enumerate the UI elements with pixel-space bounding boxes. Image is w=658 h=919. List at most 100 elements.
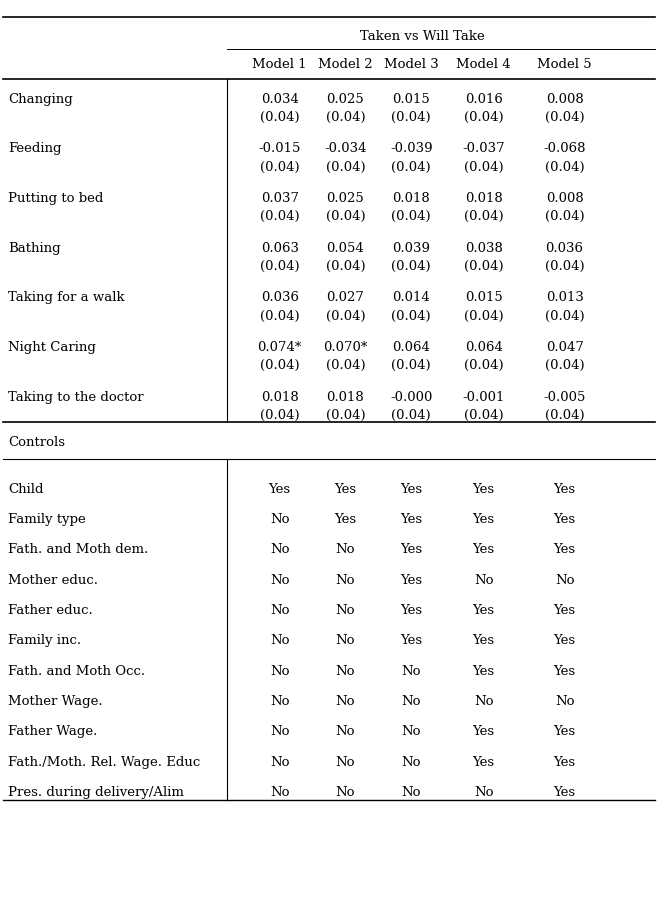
Text: 0.063: 0.063	[261, 242, 299, 255]
Text: Yes: Yes	[472, 543, 495, 556]
Text: 0.064: 0.064	[392, 341, 430, 354]
Text: Fath. and Moth dem.: Fath. and Moth dem.	[8, 543, 148, 556]
Text: Model 1: Model 1	[252, 58, 307, 71]
Text: (0.04): (0.04)	[326, 310, 365, 323]
Text: (0.04): (0.04)	[392, 310, 431, 323]
Text: (0.04): (0.04)	[260, 359, 299, 372]
Text: Changing: Changing	[8, 93, 72, 106]
Text: (0.04): (0.04)	[392, 210, 431, 223]
Text: -0.015: -0.015	[259, 142, 301, 155]
Text: No: No	[270, 755, 290, 768]
Text: Yes: Yes	[472, 634, 495, 647]
Text: Yes: Yes	[553, 513, 576, 526]
Text: No: No	[336, 604, 355, 617]
Text: No: No	[336, 786, 355, 799]
Text: (0.04): (0.04)	[326, 210, 365, 223]
Text: Yes: Yes	[553, 786, 576, 799]
Text: Child: Child	[8, 482, 43, 495]
Text: Controls: Controls	[8, 436, 65, 448]
Text: 0.034: 0.034	[261, 93, 299, 106]
Text: (0.04): (0.04)	[326, 260, 365, 273]
Text: No: No	[555, 695, 574, 708]
Text: No: No	[474, 695, 494, 708]
Text: -0.034: -0.034	[324, 142, 367, 155]
Text: No: No	[401, 786, 421, 799]
Text: (0.04): (0.04)	[260, 409, 299, 422]
Text: Feeding: Feeding	[8, 142, 61, 155]
Text: -0.000: -0.000	[390, 391, 432, 403]
Text: (0.04): (0.04)	[464, 161, 503, 174]
Text: Mother educ.: Mother educ.	[8, 573, 98, 586]
Text: Yes: Yes	[553, 634, 576, 647]
Text: No: No	[270, 604, 290, 617]
Text: 0.008: 0.008	[545, 93, 584, 106]
Text: No: No	[336, 573, 355, 586]
Text: 0.038: 0.038	[465, 242, 503, 255]
Text: 0.014: 0.014	[392, 291, 430, 304]
Text: 0.070*: 0.070*	[323, 341, 368, 354]
Text: 0.039: 0.039	[392, 242, 430, 255]
Text: Family inc.: Family inc.	[8, 634, 81, 647]
Text: Yes: Yes	[400, 634, 422, 647]
Text: 0.018: 0.018	[261, 391, 299, 403]
Text: Yes: Yes	[472, 482, 495, 495]
Text: No: No	[336, 543, 355, 556]
Text: No: No	[336, 695, 355, 708]
Text: (0.04): (0.04)	[392, 111, 431, 124]
Text: No: No	[270, 725, 290, 738]
Text: (0.04): (0.04)	[326, 359, 365, 372]
Text: 0.016: 0.016	[465, 93, 503, 106]
Text: Yes: Yes	[334, 513, 357, 526]
Text: Fath./Moth. Rel. Wage. Educ: Fath./Moth. Rel. Wage. Educ	[8, 755, 200, 768]
Text: No: No	[401, 695, 421, 708]
Text: Yes: Yes	[334, 482, 357, 495]
Text: (0.04): (0.04)	[260, 111, 299, 124]
Text: No: No	[336, 725, 355, 738]
Text: Yes: Yes	[472, 664, 495, 677]
Text: (0.04): (0.04)	[260, 310, 299, 323]
Text: No: No	[474, 573, 494, 586]
Text: (0.04): (0.04)	[545, 111, 584, 124]
Text: 0.008: 0.008	[545, 192, 584, 205]
Text: Pres. during delivery/Alim: Pres. during delivery/Alim	[8, 786, 184, 799]
Text: Model 2: Model 2	[318, 58, 373, 71]
Text: No: No	[270, 695, 290, 708]
Text: 0.015: 0.015	[465, 291, 503, 304]
Text: Yes: Yes	[553, 664, 576, 677]
Text: No: No	[336, 634, 355, 647]
Text: (0.04): (0.04)	[464, 260, 503, 273]
Text: 0.074*: 0.074*	[257, 341, 302, 354]
Text: Putting to bed: Putting to bed	[8, 192, 103, 205]
Text: Yes: Yes	[400, 573, 422, 586]
Text: Yes: Yes	[553, 482, 576, 495]
Text: Yes: Yes	[400, 604, 422, 617]
Text: 0.036: 0.036	[261, 291, 299, 304]
Text: (0.04): (0.04)	[464, 359, 503, 372]
Text: Yes: Yes	[472, 725, 495, 738]
Text: No: No	[401, 755, 421, 768]
Text: No: No	[270, 664, 290, 677]
Text: Yes: Yes	[472, 755, 495, 768]
Text: 0.054: 0.054	[326, 242, 365, 255]
Text: No: No	[270, 573, 290, 586]
Text: 0.047: 0.047	[545, 341, 584, 354]
Text: -0.068: -0.068	[544, 142, 586, 155]
Text: 0.015: 0.015	[392, 93, 430, 106]
Text: 0.025: 0.025	[326, 192, 365, 205]
Text: (0.04): (0.04)	[464, 409, 503, 422]
Text: 0.025: 0.025	[326, 93, 365, 106]
Text: No: No	[474, 786, 494, 799]
Text: (0.04): (0.04)	[464, 111, 503, 124]
Text: 0.018: 0.018	[392, 192, 430, 205]
Text: Father Wage.: Father Wage.	[8, 725, 97, 738]
Text: Model 3: Model 3	[384, 58, 439, 71]
Text: Mother Wage.: Mother Wage.	[8, 695, 103, 708]
Text: -0.039: -0.039	[390, 142, 432, 155]
Text: Yes: Yes	[400, 482, 422, 495]
Text: 0.018: 0.018	[326, 391, 365, 403]
Text: Yes: Yes	[472, 604, 495, 617]
Text: (0.04): (0.04)	[392, 161, 431, 174]
Text: Taking for a walk: Taking for a walk	[8, 291, 124, 304]
Text: -0.037: -0.037	[463, 142, 505, 155]
Text: 0.018: 0.018	[465, 192, 503, 205]
